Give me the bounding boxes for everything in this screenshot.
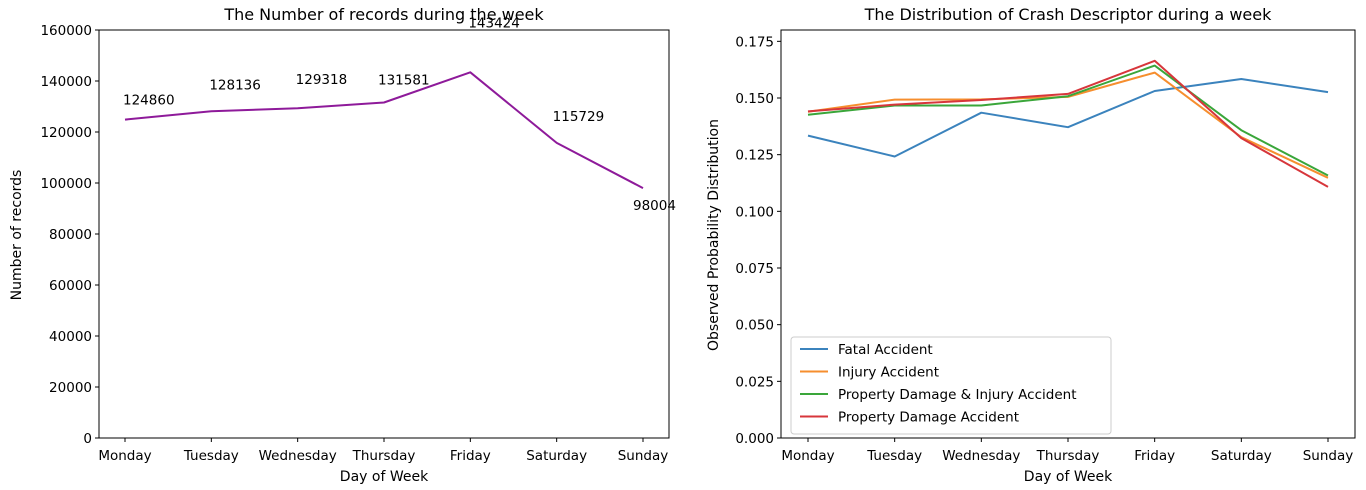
- y-tick-label: 0.000: [735, 431, 774, 447]
- plot-frame: [98, 29, 670, 439]
- x-axis-label: Day of Week: [340, 469, 429, 485]
- legend-box: [790, 336, 1112, 435]
- y-tick-label: 0.075: [735, 261, 774, 277]
- data-label: 98004: [633, 198, 676, 214]
- y-tick-label: 0.175: [735, 34, 774, 50]
- x-tick-label: Friday: [1134, 448, 1175, 464]
- data-label: 115729: [553, 109, 605, 125]
- y-axis-label: Number of records: [9, 170, 25, 301]
- y-tick-label: 20000: [49, 380, 92, 396]
- y-tick-label: 0: [83, 431, 92, 447]
- x-tick-label: Tuesday: [183, 448, 239, 464]
- data-label: 128136: [209, 77, 261, 93]
- series-line-injury-accident: [807, 71, 1329, 179]
- legend-label: Property Damage Accident: [838, 410, 1019, 426]
- y-tick-label: 0.025: [735, 374, 774, 390]
- x-tick-label: Saturday: [1211, 448, 1272, 464]
- x-tick-label: Friday: [450, 448, 491, 464]
- legend: Fatal Accident Injury Accident Property Da…: [790, 336, 1112, 435]
- records-per-day-chart: The Number of records during the week Da…: [9, 5, 676, 485]
- data-label: 143424: [468, 15, 520, 31]
- data-label: 129318: [296, 72, 348, 88]
- y-tick-label: 0.125: [735, 148, 774, 164]
- y-tick-label: 60000: [49, 278, 92, 294]
- x-tick-label: Sunday: [618, 448, 669, 464]
- x-tick-label: Thursday: [352, 448, 416, 464]
- y-tick-label: 0.150: [735, 91, 774, 107]
- legend-label: Property Damage & Injury Accident: [838, 387, 1077, 403]
- y-axis-label: Observed Probability Distribution: [706, 119, 722, 351]
- series-line-property-damage-injury-accident: [807, 64, 1329, 177]
- y-tick-label: 160000: [40, 23, 92, 39]
- x-tick-label: Saturday: [526, 448, 587, 464]
- y-tick-label: 120000: [40, 125, 92, 141]
- series-line-fatal-accident: [807, 78, 1329, 158]
- chart-title: The Number of records during the week: [223, 5, 544, 24]
- data-label: 124860: [123, 93, 175, 109]
- x-axis-label: Day of Week: [1024, 469, 1113, 485]
- y-tick-label: 140000: [40, 74, 92, 90]
- chart-title: The Distribution of Crash Descriptor dur…: [864, 5, 1272, 24]
- x-tick-label: Thursday: [1036, 448, 1100, 464]
- y-tick-label: 0.100: [735, 204, 774, 220]
- x-tick-label: Monday: [98, 448, 151, 464]
- x-tick-label: Tuesday: [866, 448, 922, 464]
- y-tick-label: 40000: [49, 329, 92, 345]
- legend-label: Fatal Accident: [838, 342, 933, 358]
- x-tick-label: Wednesday: [942, 448, 1020, 464]
- legend-label: Injury Accident: [838, 365, 939, 381]
- y-tick-label: 100000: [40, 176, 92, 192]
- y-tick-label: 80000: [49, 227, 92, 243]
- x-tick-label: Sunday: [1303, 448, 1354, 464]
- x-tick-label: Monday: [781, 448, 834, 464]
- x-tick-label: Wednesday: [259, 448, 337, 464]
- y-tick-label: 0.050: [735, 318, 774, 334]
- series-line-property-damage-accident: [807, 59, 1329, 188]
- data-label: 131581: [378, 72, 430, 88]
- crash-descriptor-distribution-chart: The Distribution of Crash Descriptor dur…: [706, 5, 1356, 485]
- series-line: [124, 71, 644, 189]
